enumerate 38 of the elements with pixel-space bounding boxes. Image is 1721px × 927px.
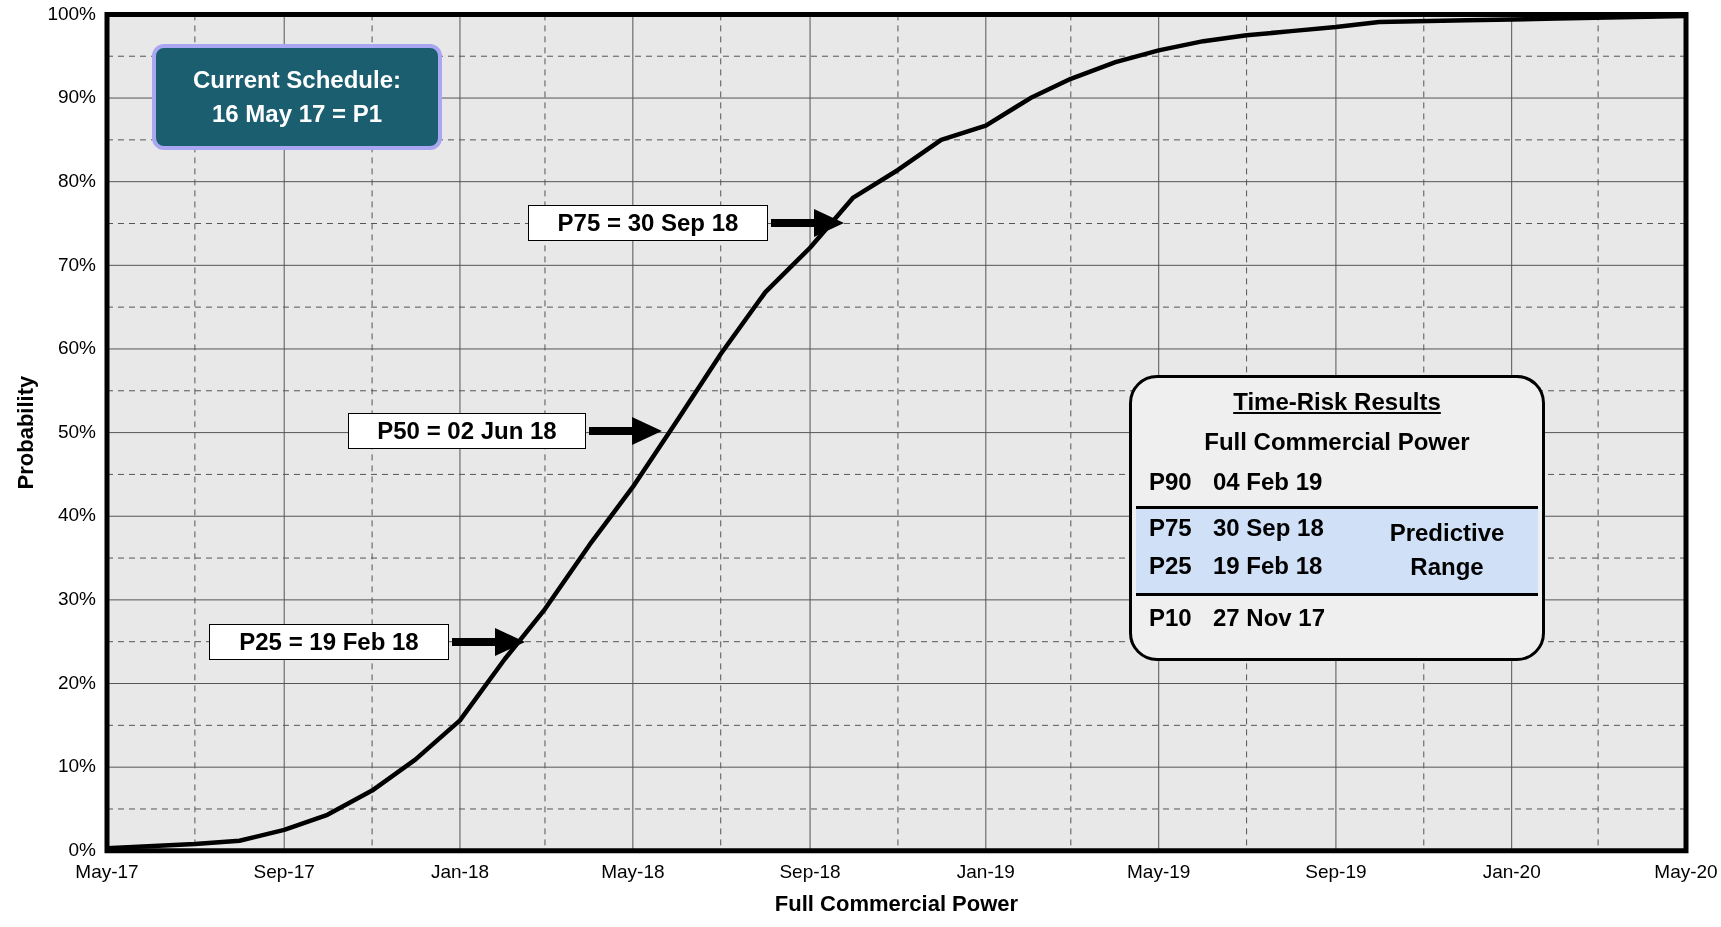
y-tick-label: 50% — [57, 420, 97, 442]
annotation: P25 — [1149, 552, 1192, 580]
y-tick-label: 60% — [57, 337, 97, 359]
x-tick-label: May-17 — [75, 861, 139, 883]
x-tick-label: Jan-19 — [956, 861, 1015, 883]
annotation: Time-Risk Results — [1232, 388, 1442, 416]
x-tick-label: May-20 — [1654, 861, 1718, 883]
y-tick-label: 80% — [57, 169, 97, 191]
annotation: 27 Nov 17 — [1213, 604, 1326, 632]
y-tick-label: 70% — [57, 253, 97, 275]
annotation: 19 Feb 18 — [1213, 552, 1323, 580]
annotation: P50 = 02 Jun 18 — [348, 413, 586, 449]
annotation: P90 — [1149, 468, 1192, 496]
annotation: 30 Sep 18 — [1213, 514, 1324, 542]
x-tick-label: Sep-18 — [779, 861, 841, 883]
annotation: 04 Feb 19 — [1213, 468, 1323, 496]
callout-box: Current Schedule: 16 May 17 = P1 — [152, 44, 442, 150]
y-tick-label: 10% — [57, 755, 97, 777]
x-tick-label: Jan-18 — [430, 861, 490, 883]
x-tick-label: Sep-17 — [253, 861, 315, 883]
x-tick-label: May-18 — [601, 861, 665, 883]
annotation: P10 — [1149, 604, 1192, 632]
annotation: P75 = 30 Sep 18 — [528, 205, 768, 241]
annotation: P25 = 19 Feb 18 — [209, 624, 449, 660]
y-tick-label: 40% — [57, 504, 97, 526]
y-tick-label: 100% — [47, 2, 97, 24]
annotation: Predictive Range — [1388, 518, 1506, 582]
annotation: Full Commercial Power — [1203, 428, 1471, 456]
x-tick-label: Jan-20 — [1482, 861, 1541, 883]
y-axis-title: Probability — [13, 374, 39, 490]
y-tick-label: 90% — [57, 86, 97, 108]
x-tick-label: May-19 — [1127, 861, 1191, 883]
x-axis-title: Full Commercial Power — [774, 890, 1019, 916]
y-tick-label: 20% — [57, 671, 97, 693]
x-tick-label: Sep-19 — [1305, 861, 1367, 883]
y-tick-label: 30% — [57, 588, 97, 610]
annotation: P75 — [1149, 514, 1192, 542]
y-tick-label: 0% — [68, 839, 97, 861]
